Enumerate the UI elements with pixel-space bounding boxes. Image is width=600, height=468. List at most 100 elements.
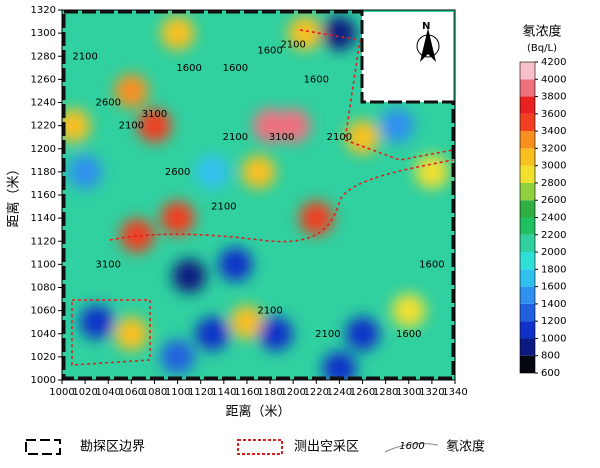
- exploration-boundary: [62, 10, 455, 380]
- y-tick-label: 1120: [31, 236, 56, 247]
- colorbar-tick-label: 1000: [541, 333, 566, 344]
- hotspot: [114, 73, 149, 108]
- y-tick-label: 1300: [31, 28, 56, 39]
- colorbar-segment: [520, 338, 535, 356]
- contour-label: 3100: [269, 132, 294, 143]
- contour-label: 2100: [315, 329, 340, 340]
- y-tick-label: 1080: [31, 283, 56, 294]
- contour-label: 2100: [327, 132, 352, 143]
- contour-label: 3100: [96, 259, 121, 270]
- colorbar-segment: [520, 182, 535, 201]
- colorbar-segment: [520, 321, 535, 339]
- hotspot: [160, 339, 195, 374]
- north-label: N: [422, 21, 430, 32]
- contour-label: 1600: [257, 45, 282, 56]
- contour-label: 2100: [119, 121, 144, 132]
- colorbar-tick-label: 3200: [541, 143, 566, 154]
- colorbar-tick-label: 4200: [541, 57, 566, 68]
- y-tick-label: 1060: [31, 306, 56, 317]
- hotspot: [62, 108, 91, 143]
- hotspot: [241, 154, 276, 189]
- colorbar-segment: [520, 79, 535, 97]
- contour-label: 1600: [304, 74, 329, 85]
- y-tick-label: 1000: [31, 375, 56, 386]
- hotspot: [114, 316, 149, 351]
- colorbar-tick-label: 600: [541, 368, 560, 379]
- x-tick-label: 1120: [188, 387, 213, 398]
- contour-label: 1600: [396, 329, 421, 340]
- x-tick-label: 1180: [257, 387, 282, 398]
- colorbar-segment: [520, 148, 535, 166]
- colorbar-tick-label: 2200: [541, 230, 566, 241]
- colorbar-tick-label: 2800: [541, 178, 566, 189]
- colorbar-segment: [520, 96, 535, 114]
- y-tick-label: 1220: [31, 121, 56, 132]
- colorbar-segment: [520, 131, 535, 149]
- contour-label: 2600: [165, 167, 190, 178]
- colorbar-tick-label: 1200: [541, 316, 566, 327]
- x-tick-label: 1280: [373, 387, 398, 398]
- contour-label: 2100: [280, 40, 305, 51]
- y-tick-label: 1140: [31, 213, 56, 224]
- colorbar-segment: [520, 286, 535, 304]
- x-tick-label: 1040: [96, 387, 121, 398]
- colorbar-tick-label: 800: [541, 351, 560, 362]
- contour-label: 2100: [223, 132, 248, 143]
- hotspots: [62, 16, 449, 380]
- colorbar-segment: [520, 200, 535, 218]
- legend-contour-icon: [384, 443, 439, 453]
- north-circle: [416, 34, 440, 58]
- x-tick-label: 1160: [234, 387, 259, 398]
- hotspot: [322, 351, 357, 380]
- x-tick-label: 1300: [396, 387, 421, 398]
- x-tick-label: 1320: [419, 387, 444, 398]
- colorbar-segment: [520, 165, 535, 183]
- y-tick-label: 1280: [31, 51, 56, 62]
- colorbar-segment: [520, 234, 535, 253]
- colorbar-tick-label: 1600: [541, 282, 566, 293]
- hotspot: [276, 108, 311, 143]
- contour-label: 2100: [72, 51, 97, 62]
- legend-goaf: 测出空采区: [294, 440, 359, 455]
- y-tick-label: 1320: [31, 5, 56, 16]
- x-tick-label: 1100: [165, 387, 190, 398]
- x-tick-label: 1200: [280, 387, 305, 398]
- x-tick-label: 1340: [442, 387, 467, 398]
- north-arrow: [420, 28, 436, 62]
- hotspot: [79, 305, 114, 340]
- colorbar-segment: [520, 62, 535, 80]
- hotspot: [229, 305, 264, 340]
- contour-label: 1600: [223, 63, 248, 74]
- colorbar-tick-label: 3600: [541, 109, 566, 120]
- colorbar-title: 氡浓度: [522, 24, 561, 40]
- hotspot: [160, 201, 195, 236]
- hotspot: [218, 247, 253, 282]
- x-tick-label: 1000: [49, 387, 74, 398]
- hotspot: [345, 120, 380, 155]
- hotspot: [137, 108, 172, 143]
- y-tick-label: 1180: [31, 167, 56, 178]
- y-tick-label: 1260: [31, 74, 56, 85]
- colorbar-unit: (Bq/L): [527, 43, 557, 54]
- hotspot: [299, 201, 334, 236]
- hotspot: [68, 154, 103, 189]
- colorbar-tick-label: 2400: [541, 213, 566, 224]
- y-tick-label: 1020: [31, 352, 56, 363]
- colorbar-segment: [520, 269, 535, 287]
- colorbar-tick-label: 2600: [541, 195, 566, 206]
- hotspot: [322, 16, 357, 51]
- y-tick-label: 1160: [31, 190, 56, 201]
- hotspot: [380, 108, 415, 143]
- overlay: N: [62, 10, 455, 380]
- x-tick-label: 1020: [72, 387, 97, 398]
- legend-goaf-icon: [237, 439, 283, 455]
- x-tick-label: 1260: [350, 387, 375, 398]
- hotspot: [195, 316, 230, 351]
- legend-contour-sample: 1600: [399, 441, 424, 452]
- colorbar-segment: [520, 303, 535, 322]
- contour-label: 2100: [211, 202, 236, 213]
- hotspot: [391, 293, 426, 328]
- hotspot: [120, 218, 155, 253]
- colorbar-segment: [520, 355, 535, 373]
